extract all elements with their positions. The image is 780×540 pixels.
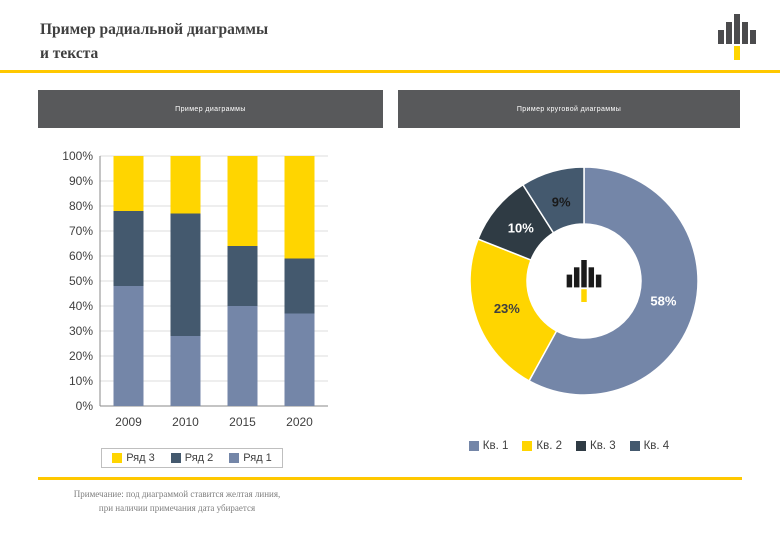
footnote: Примечание: под диаграммой ставится желт… bbox=[38, 487, 316, 516]
donut-legend-item: Кв. 4 bbox=[629, 440, 670, 452]
legend-swatch bbox=[170, 453, 181, 463]
bar-segment bbox=[227, 156, 258, 246]
bar-segment bbox=[170, 213, 201, 336]
page-title-line1: Пример радиальной диаграммы bbox=[40, 21, 269, 38]
donut-slice bbox=[469, 238, 558, 382]
donut-slice-label: 9% bbox=[552, 194, 571, 209]
y-tick-label: 70% bbox=[69, 224, 93, 238]
y-tick-label: 50% bbox=[69, 274, 93, 288]
donut-legend-item: Кв. 3 bbox=[576, 440, 616, 452]
donut-legend-item: Кв. 1 bbox=[468, 440, 509, 452]
donut-slice-label: 10% bbox=[508, 221, 534, 236]
y-tick-label: 60% bbox=[69, 249, 93, 263]
bar-legend-item: Ряд 3 bbox=[112, 452, 155, 464]
footnote-line2: при наличии примечания дата убирается bbox=[98, 503, 256, 514]
bar-chart-legend-box: Ряд 3 Ряд 2 Ряд 1 bbox=[101, 448, 283, 468]
page-title-line2: и текста bbox=[40, 45, 99, 63]
accent-line-bottom bbox=[38, 477, 742, 480]
accent-line-top bbox=[0, 70, 780, 73]
rosneft-logo-icon bbox=[718, 14, 756, 60]
page-title: Пример радиальной диаграммы и текста bbox=[40, 18, 268, 66]
y-tick-label: 40% bbox=[69, 299, 93, 313]
legend-swatch bbox=[229, 453, 240, 463]
donut-slice-label: 58% bbox=[650, 293, 676, 308]
x-category-label: 2015 bbox=[229, 415, 256, 429]
y-tick-label: 100% bbox=[62, 149, 93, 163]
donut-chart-header: Пример круговой диаграммы bbox=[398, 90, 740, 128]
legend-swatch bbox=[112, 453, 123, 463]
y-tick-label: 20% bbox=[69, 349, 93, 363]
x-category-label: 2010 bbox=[172, 415, 199, 429]
legend-label: Ряд 3 bbox=[126, 452, 155, 464]
legend-swatch bbox=[629, 441, 640, 451]
x-category-label: 2020 bbox=[286, 415, 313, 429]
donut-slice bbox=[521, 166, 585, 234]
x-category-label: 2009 bbox=[115, 415, 142, 429]
bar-segment bbox=[227, 306, 258, 406]
y-tick-label: 90% bbox=[69, 174, 93, 188]
footnote-line1: Примечание: под диаграммой ставится желт… bbox=[73, 489, 281, 499]
y-tick-label: 80% bbox=[69, 199, 93, 213]
rosneft-logo-center-icon bbox=[566, 260, 602, 302]
bar-segment bbox=[113, 156, 144, 211]
bar-segment bbox=[113, 286, 144, 406]
bar-segment bbox=[170, 156, 201, 214]
stacked-bar-chart: 0% 10% 20% 30% 40% 50% 60% 70% 80% 90% 100% 2009 201… bbox=[62, 149, 328, 429]
bar-legend-item: Ряд 1 bbox=[229, 452, 272, 464]
legend-label: Кв. 2 bbox=[536, 440, 562, 452]
bar-chart-header: Пример диаграммы bbox=[38, 90, 383, 128]
donut-slice bbox=[528, 166, 699, 396]
legend-label: Кв. 1 bbox=[482, 440, 509, 452]
bar-segment bbox=[170, 336, 201, 406]
legend-label: Ряд 1 bbox=[243, 452, 272, 464]
legend-swatch bbox=[576, 441, 586, 451]
bar-segment bbox=[284, 313, 315, 406]
bar-chart-legend: Ряд 3 Ряд 2 Ряд 1 bbox=[42, 448, 342, 468]
legend-swatch bbox=[468, 441, 479, 451]
bar-legend-item: Ряд 2 bbox=[170, 452, 214, 464]
legend-label: Кв. 4 bbox=[643, 440, 670, 452]
donut-legend-item: Кв. 2 bbox=[522, 440, 562, 452]
donut-chart-legend: Кв. 1 Кв. 2 Кв. 3 Кв. 4 bbox=[398, 440, 740, 452]
bar-segment bbox=[227, 246, 258, 306]
bar-segment bbox=[284, 258, 315, 314]
y-tick-label: 10% bbox=[69, 374, 93, 388]
legend-swatch bbox=[522, 441, 533, 451]
legend-label: Ряд 2 bbox=[184, 452, 214, 464]
bar-segment bbox=[284, 156, 315, 259]
donut-chart: 58% 23% 10% 9% bbox=[469, 166, 699, 396]
legend-label: Кв. 3 bbox=[590, 440, 616, 452]
y-tick-label: 0% bbox=[76, 399, 94, 413]
bar-segment bbox=[113, 211, 144, 286]
donut-slice-label: 23% bbox=[494, 301, 520, 316]
y-tick-label: 30% bbox=[69, 324, 93, 338]
